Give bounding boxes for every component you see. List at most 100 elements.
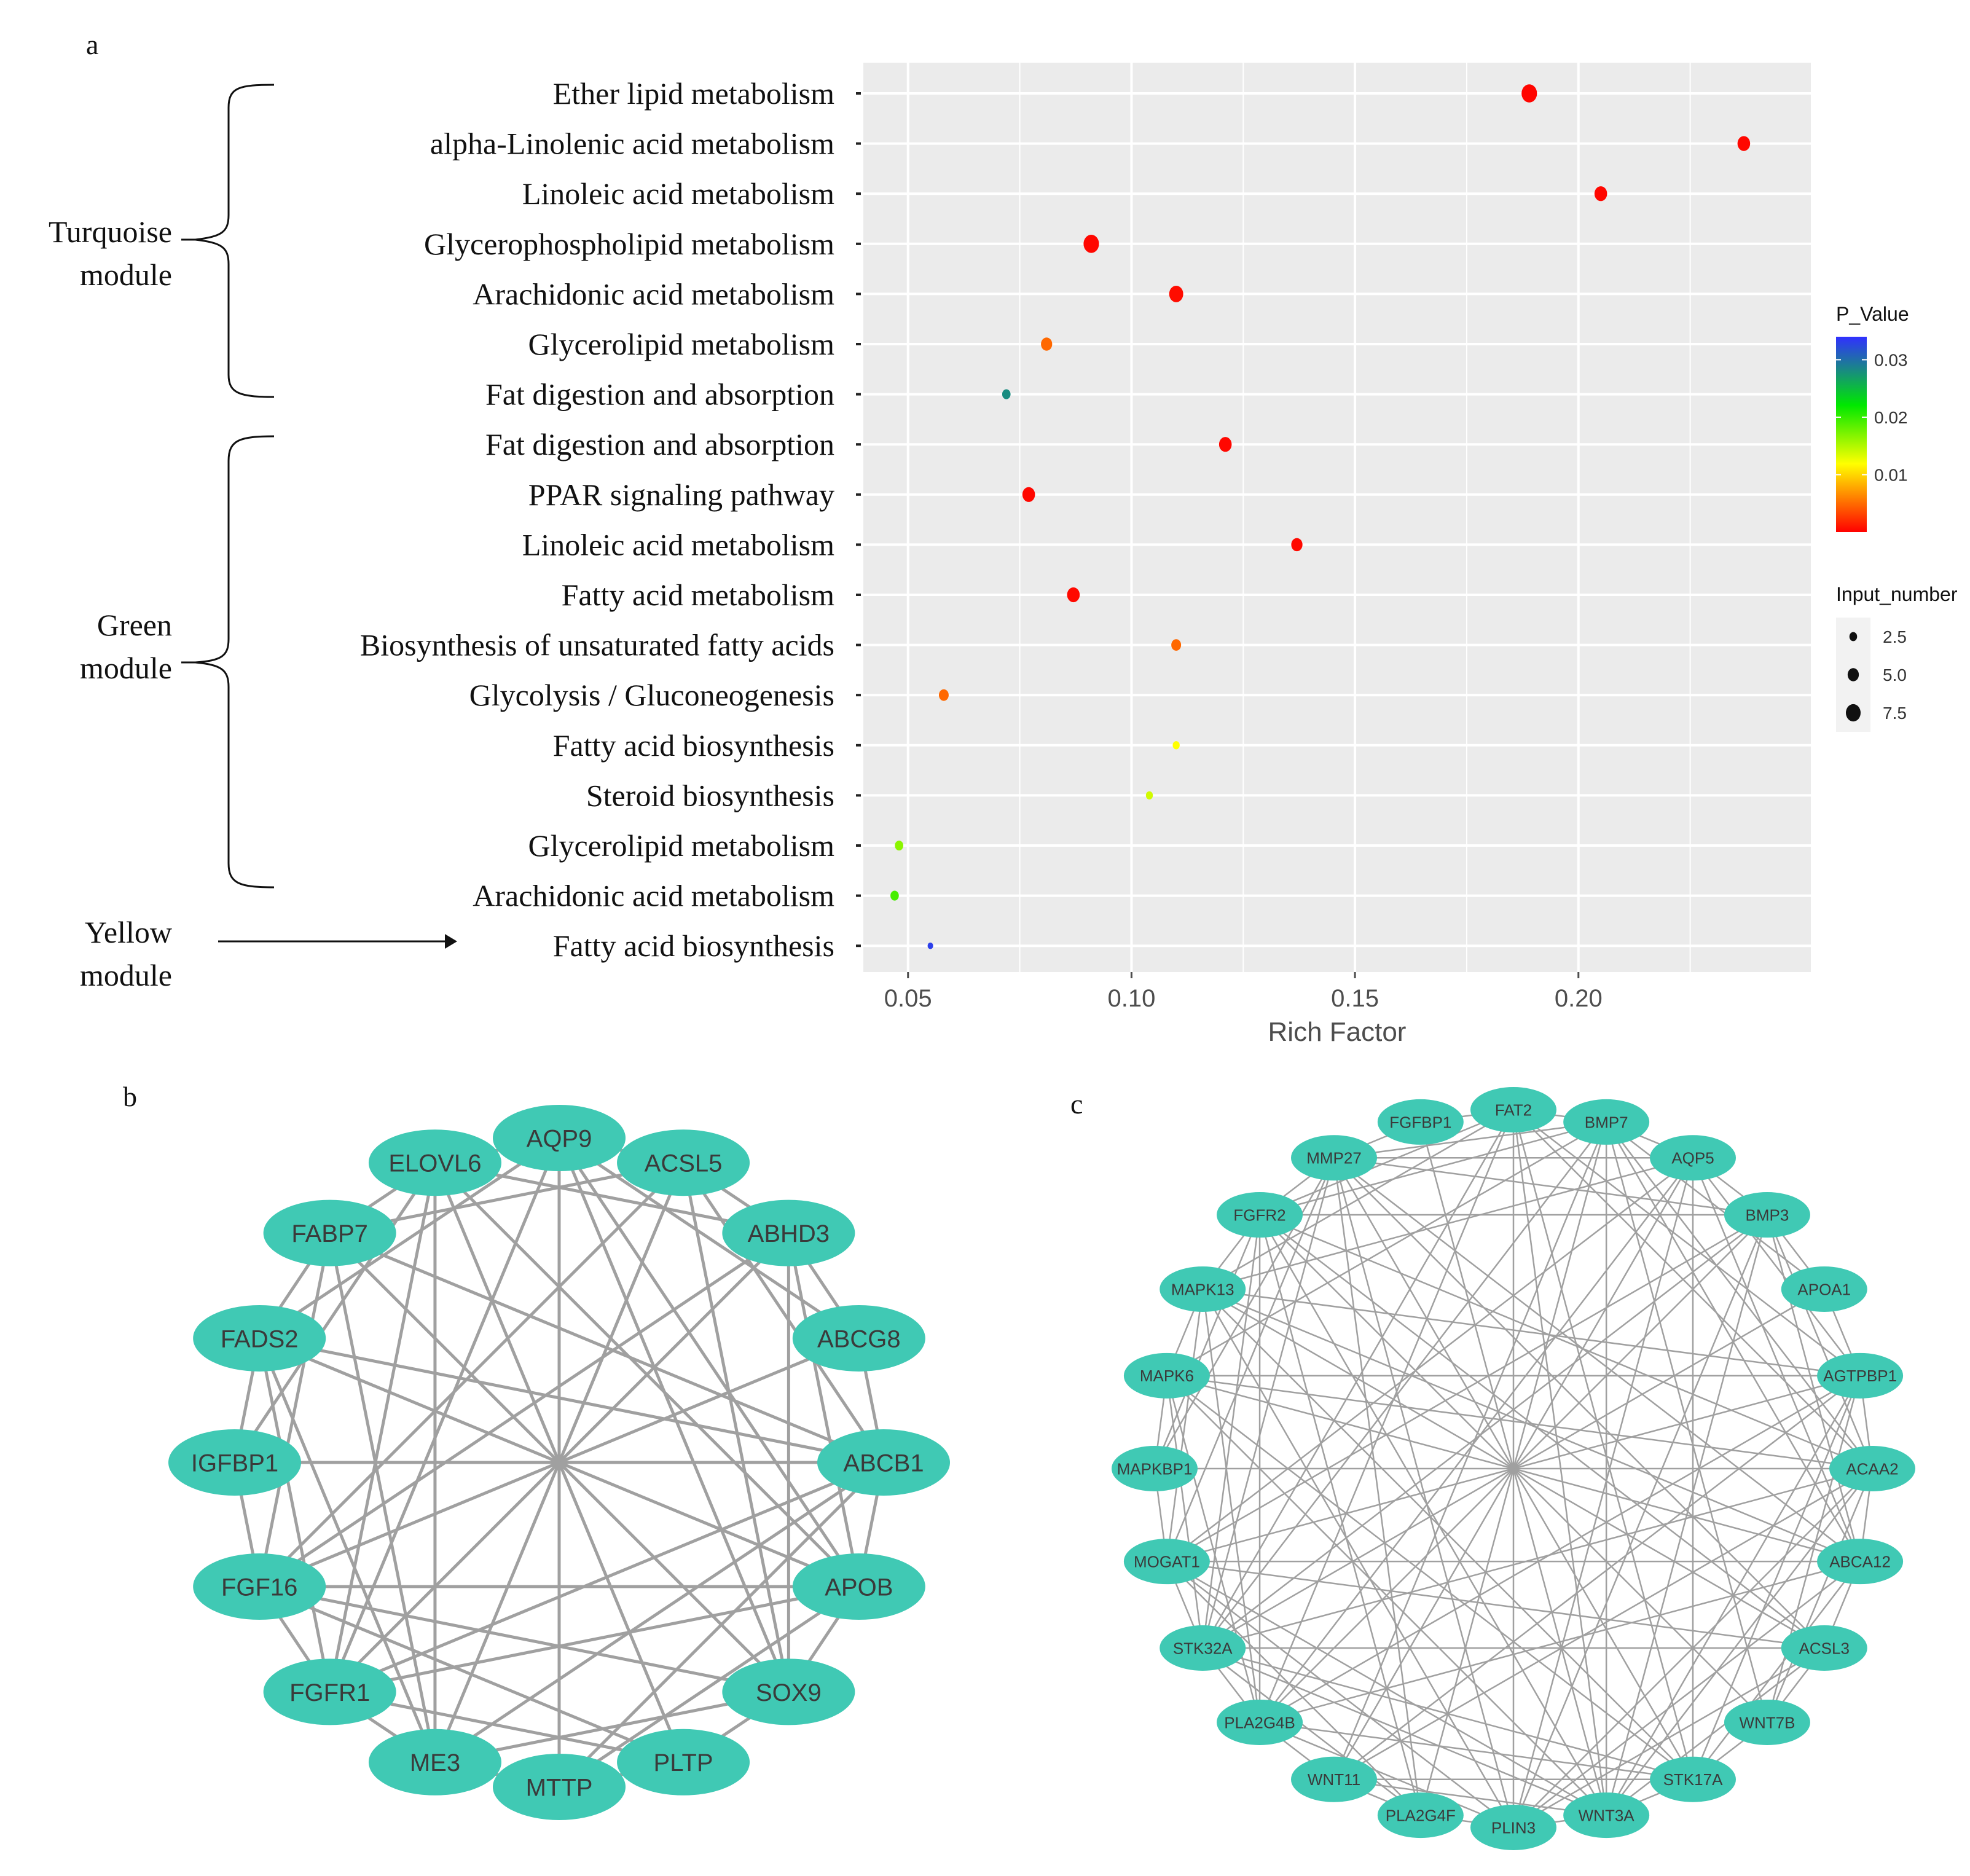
network-c-edge — [1258, 1214, 1607, 1816]
data-point — [1737, 136, 1751, 151]
network-b-node-elovl6: ELOVL6 — [368, 1129, 501, 1196]
network-c-node-label: AQP5 — [1671, 1149, 1714, 1168]
network-c-node-stk32a: STK32A — [1160, 1625, 1246, 1671]
network-b-edge — [259, 1336, 884, 1464]
turquoise-module-label-line1: Turquoise — [49, 214, 172, 249]
network-c-node-shape — [1724, 1192, 1810, 1238]
network-b-edge — [787, 1233, 861, 1587]
network-b-node-label: ABCG8 — [817, 1325, 901, 1352]
network-b-edge — [434, 1161, 860, 1588]
network-c-node-shape — [1377, 1792, 1464, 1839]
x-tick-label: 0.10 — [1107, 985, 1155, 1012]
network-c-node-label: ACAA2 — [1846, 1459, 1898, 1478]
network-c-node-plin3: PLIN3 — [1470, 1805, 1556, 1850]
network-c-node-shape — [1160, 1266, 1246, 1312]
network-c-edge — [1202, 1289, 1261, 1723]
network-c-node-shape — [1291, 1135, 1377, 1181]
network-c-node-label: PLIN3 — [1491, 1818, 1536, 1837]
network-b-node-label: APOB — [825, 1574, 893, 1601]
network-b-node-label: PLTP — [654, 1749, 713, 1776]
network-c-node-shape — [1123, 1539, 1210, 1585]
x-axis-tick-labels: 0.05 0.10 0.15 0.20 — [884, 972, 1603, 1012]
network-c-edge — [1333, 1157, 1515, 1828]
network-b-node-fgf16: FGF16 — [193, 1553, 326, 1620]
network-c-node-label: ABCA12 — [1829, 1553, 1891, 1571]
network-c-edge — [1333, 1158, 1422, 1816]
panel-c: c BMP7 AQP5 BMP3 APOA1 AGTPBP1 ACAA2 ABCA12 ACS… — [1070, 1087, 1915, 1850]
network-b-node-fgfr1: FGFR1 — [263, 1658, 396, 1725]
network-c-node-shape — [1217, 1192, 1303, 1238]
network-c-edge — [1333, 1375, 1861, 1780]
network-c-edge — [1202, 1121, 1607, 1649]
network-c-edge — [1202, 1288, 1861, 1563]
y-term-label: Fat digestion and absorption — [485, 427, 834, 461]
colorbar-tick-label: 0.01 — [1874, 465, 1908, 484]
network-c-edge — [1258, 1109, 1515, 1723]
network-c-node-label: MMP27 — [1306, 1149, 1362, 1168]
network-b-edge — [558, 1585, 860, 1789]
network-b-node-shape — [722, 1658, 855, 1725]
network-c-node-bmp3: BMP3 — [1724, 1192, 1810, 1238]
network-b-node-abcg8: ABCG8 — [792, 1305, 925, 1372]
network-b-node-shape — [263, 1658, 396, 1725]
panel-c-label: c — [1070, 1088, 1083, 1120]
network-c-edge — [1333, 1121, 1607, 1159]
network-c-edge — [1333, 1778, 1607, 1816]
y-term-label: Steroid biosynthesis — [586, 778, 834, 812]
network-c-node-label: ACSL3 — [1799, 1639, 1850, 1657]
network-c-edge — [1259, 1721, 1693, 1780]
y-term-label: PPAR signaling pathway — [528, 477, 834, 512]
green-module-label-line1: Green — [97, 608, 172, 642]
network-b-node-abcb1: ABCB1 — [817, 1429, 950, 1496]
network-c-node-wnt3a: WNT3A — [1563, 1792, 1650, 1839]
network-b-edge — [558, 1136, 860, 1340]
data-point — [1145, 791, 1153, 800]
network-b-node-label: ABCB1 — [843, 1450, 924, 1477]
network-c-node-label: AGTPBP1 — [1823, 1367, 1897, 1385]
data-point — [895, 840, 904, 851]
data-point — [1041, 337, 1053, 351]
data-point — [1291, 538, 1303, 552]
network-c-node-fgfr2: FGFR2 — [1217, 1192, 1303, 1238]
green-module-brace — [181, 435, 275, 889]
network-c-edge — [1153, 1157, 1335, 1469]
network-c-edge — [1166, 1157, 1693, 1563]
data-point — [1218, 437, 1232, 452]
network-c-node-fat2: FAT2 — [1470, 1087, 1556, 1132]
network-b-node-shape — [722, 1199, 855, 1266]
network-c-node-label: BMP3 — [1746, 1206, 1789, 1224]
green-module-label-line2: module — [80, 651, 172, 685]
network-c-node-shape — [1829, 1446, 1915, 1491]
network-c-edge — [1202, 1647, 1421, 1816]
network-b-edge — [328, 1162, 437, 1692]
y-term-label: Glycolysis / Gluconeogenesis — [469, 678, 834, 712]
data-point — [1169, 285, 1183, 302]
network-c-node-shape — [1470, 1087, 1556, 1132]
panel-b: b AQP9 ACSL5 ABHD3 ABCG8 ABCB1 APOB SOX9 PLTP MT… — [123, 1081, 950, 1820]
network-c-edge — [1202, 1289, 1515, 1828]
network-c-edge — [1259, 1214, 1873, 1470]
y-axis-term-labels: Ether lipid metabolism alpha-Linolenic ac… — [360, 76, 834, 963]
network-c-node-label: STK32A — [1173, 1639, 1233, 1657]
network-c-node-apoa1: APOA1 — [1781, 1266, 1867, 1312]
network-b-edge — [233, 1161, 437, 1464]
network-b-nodes: AQP9 ACSL5 ABHD3 ABCG8 ABCB1 APOB SOX9 PLTP MTTP… — [168, 1105, 950, 1820]
network-b-node-me3: ME3 — [368, 1729, 501, 1796]
y-term-label: Glycerolipid metabolism — [528, 327, 834, 361]
network-c-edge — [1202, 1647, 1607, 1816]
yellow-module-label-line1: Yellow — [85, 915, 172, 949]
size-legend-key — [1845, 704, 1861, 722]
network-c-edges — [1153, 1109, 1874, 1829]
network-c-node-acsl3: ACSL3 — [1781, 1625, 1867, 1671]
network-c-node-aqp5: AQP5 — [1650, 1135, 1736, 1181]
network-c-edge — [1766, 1214, 1874, 1469]
network-b-node-label: FGFR1 — [289, 1679, 370, 1706]
network-c-edge — [1259, 1721, 1514, 1829]
network-c-edge — [1606, 1468, 1873, 1816]
y-term-label: Fatty acid metabolism — [562, 578, 834, 612]
network-c-edge — [1166, 1289, 1204, 1562]
network-c-edge — [1166, 1375, 1261, 1723]
network-c-node-shape — [1650, 1135, 1736, 1181]
network-c-node-shape — [1123, 1352, 1210, 1399]
network-c-node-mogat1: MOGAT1 — [1123, 1539, 1210, 1585]
